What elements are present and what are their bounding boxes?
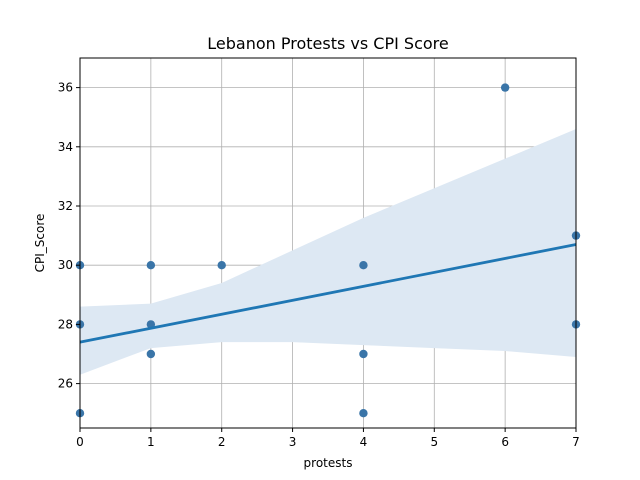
y-axis-ticks: 26 28 30 32 34 36 <box>58 81 80 391</box>
regression-line <box>79 243 577 344</box>
data-point <box>146 349 156 359</box>
plot-frame <box>79 57 577 429</box>
data-point <box>217 261 226 270</box>
x-tick-label: 0 <box>76 435 84 449</box>
data-point <box>359 349 368 359</box>
y-tick-label: 36 <box>58 81 73 95</box>
regression-line-group <box>79 243 577 344</box>
x-tick-label: 1 <box>147 435 155 449</box>
x-axis-ticks: 0 1 2 3 4 5 6 7 <box>76 428 580 449</box>
y-axis-label: CPI_Score <box>33 214 47 273</box>
plot-border <box>79 57 577 429</box>
y-tick-label: 28 <box>58 317 73 331</box>
confidence-band <box>80 129 576 375</box>
x-axis-label: protests <box>304 456 353 470</box>
x-tick-label: 5 <box>430 435 438 449</box>
confidence-band-area <box>80 129 576 375</box>
x-tick-label: 4 <box>360 435 368 449</box>
data-point <box>359 409 368 418</box>
y-tick-label: 32 <box>58 199 73 213</box>
data-point <box>500 83 510 92</box>
x-tick-label: 3 <box>289 435 297 449</box>
chart-title: Lebanon Protests vs CPI Score <box>207 34 448 53</box>
x-tick-label: 2 <box>218 435 226 449</box>
y-tick-label: 34 <box>58 140 73 154</box>
y-tick-label: 26 <box>58 377 73 391</box>
y-tick-label: 30 <box>58 258 73 272</box>
data-point <box>359 261 368 270</box>
data-point <box>146 261 156 270</box>
x-tick-label: 7 <box>572 435 580 449</box>
x-tick-label: 6 <box>501 435 509 449</box>
